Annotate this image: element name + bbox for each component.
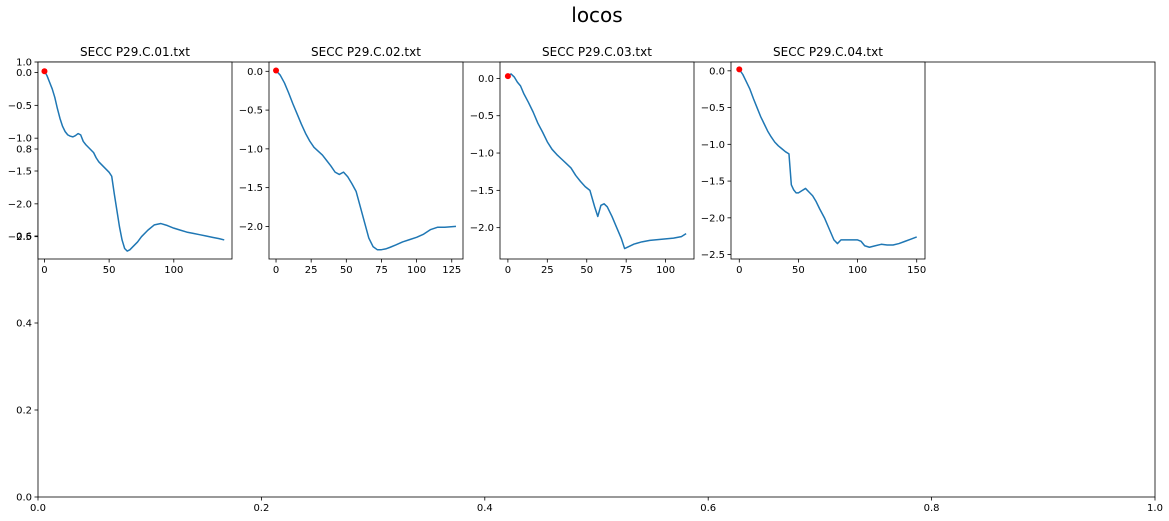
background-x-tick-label: 0.6 — [700, 503, 716, 514]
subplot-4: SECC P29.C.04.txt 0 50 100 150 0.0 −0.5 −1.0 −1.… — [701, 45, 927, 276]
background-y-tick-label: 0.4 — [16, 319, 32, 330]
y-tick-label: −1.0 — [470, 149, 494, 160]
y-tick-label: 0.0 — [247, 67, 263, 78]
background-y-tick-label: 0.2 — [16, 406, 32, 417]
series-line — [43, 70, 225, 252]
start-point-marker — [41, 68, 48, 75]
y-tick-label: −1.5 — [239, 183, 263, 194]
x-tick-label: 0 — [273, 265, 279, 276]
background-x-tick-label: 0.4 — [477, 503, 493, 514]
x-tick-label: 100 — [407, 265, 426, 276]
x-tick-label: 150 — [907, 265, 926, 276]
subplot-title: SECC P29.C.03.txt — [542, 45, 652, 59]
x-tick-label: 75 — [620, 265, 633, 276]
x-tick-label: 75 — [375, 265, 388, 276]
x-tick-label: 100 — [164, 265, 183, 276]
background-y-tick-label: 0.8 — [16, 145, 32, 156]
y-tick-label: 0.0 — [709, 66, 725, 77]
y-tick-label: −2.0 — [8, 199, 32, 210]
x-tick-label: 25 — [541, 265, 554, 276]
x-tick-label: 0 — [505, 265, 511, 276]
background-x-tick-label: 0.0 — [30, 503, 46, 514]
subplot-1: SECC P29.C.01.txt 0 50 100 0.0 −0.5 −1.0 −1.5 −2… — [8, 45, 233, 276]
subplot-background — [730, 61, 926, 260]
background-y-tick-label: 1.0 — [16, 58, 32, 69]
x-tick-label: 100 — [848, 265, 867, 276]
x-tick-label: 0 — [41, 265, 47, 276]
y-tick-label: −0.5 — [239, 106, 263, 117]
background-x-tick-label: 1.0 — [1147, 503, 1163, 514]
x-tick-label: 50 — [103, 265, 116, 276]
y-tick-label: −2.0 — [239, 222, 263, 233]
subplot-title: SECC P29.C.02.txt — [311, 45, 421, 59]
y-tick-label: −1.5 — [470, 186, 494, 197]
y-tick-label: −1.0 — [701, 140, 725, 151]
x-tick-label: 50 — [340, 265, 353, 276]
x-tick-label: 0 — [736, 265, 742, 276]
y-tick-label: 0.0 — [16, 68, 32, 79]
background-x-tick-label: 0.2 — [253, 503, 269, 514]
y-tick-label: −2.0 — [701, 213, 725, 224]
y-tick-label: −2.5 — [701, 250, 725, 261]
subplot-3: SECC P29.C.03.txt 0 25 50 75 100 0.0 −0.5 −1.0 −1… — [470, 45, 695, 276]
y-tick-label: −2.0 — [470, 223, 494, 234]
background-y-tick-label: 0.6 — [16, 232, 32, 243]
start-point-marker — [504, 73, 511, 80]
x-tick-label: 100 — [656, 265, 675, 276]
subplot-background — [499, 61, 695, 260]
subplot-panels: SECC P29.C.01.txt 0 50 100 0.0 −0.5 −1.0 −1.5 −2… — [8, 45, 927, 276]
y-tick-label: 0.0 — [478, 74, 494, 85]
series-line — [275, 70, 457, 251]
figure-title: locos — [571, 3, 622, 27]
background-x-tick-label: 0.8 — [924, 503, 940, 514]
start-point-marker — [736, 66, 743, 73]
y-tick-label: −1.0 — [8, 134, 32, 145]
background-y-tick-label: 0.0 — [16, 493, 32, 504]
y-tick-label: −0.5 — [701, 103, 725, 114]
x-tick-label: 50 — [580, 265, 593, 276]
series-line — [507, 73, 687, 250]
series-line — [738, 68, 917, 248]
x-tick-label: 50 — [792, 265, 805, 276]
y-tick-label: −1.0 — [239, 144, 263, 155]
subplot-title: SECC P29.C.04.txt — [773, 45, 883, 59]
y-tick-label: −1.5 — [8, 167, 32, 178]
y-tick-label: −0.5 — [8, 101, 32, 112]
x-tick-label: 25 — [305, 265, 318, 276]
subplot-2: SECC P29.C.02.txt 0 25 50 75 100 125 0.0 −0.5 −1.… — [239, 45, 464, 276]
y-tick-label: −1.5 — [701, 177, 725, 188]
start-point-marker — [273, 67, 280, 74]
subplot-title: SECC P29.C.01.txt — [80, 45, 190, 59]
y-tick-label: −0.5 — [470, 111, 494, 122]
y-tick-label: −2.5 — [8, 232, 32, 243]
subplot-background — [37, 61, 233, 260]
x-tick-label: 125 — [442, 265, 461, 276]
